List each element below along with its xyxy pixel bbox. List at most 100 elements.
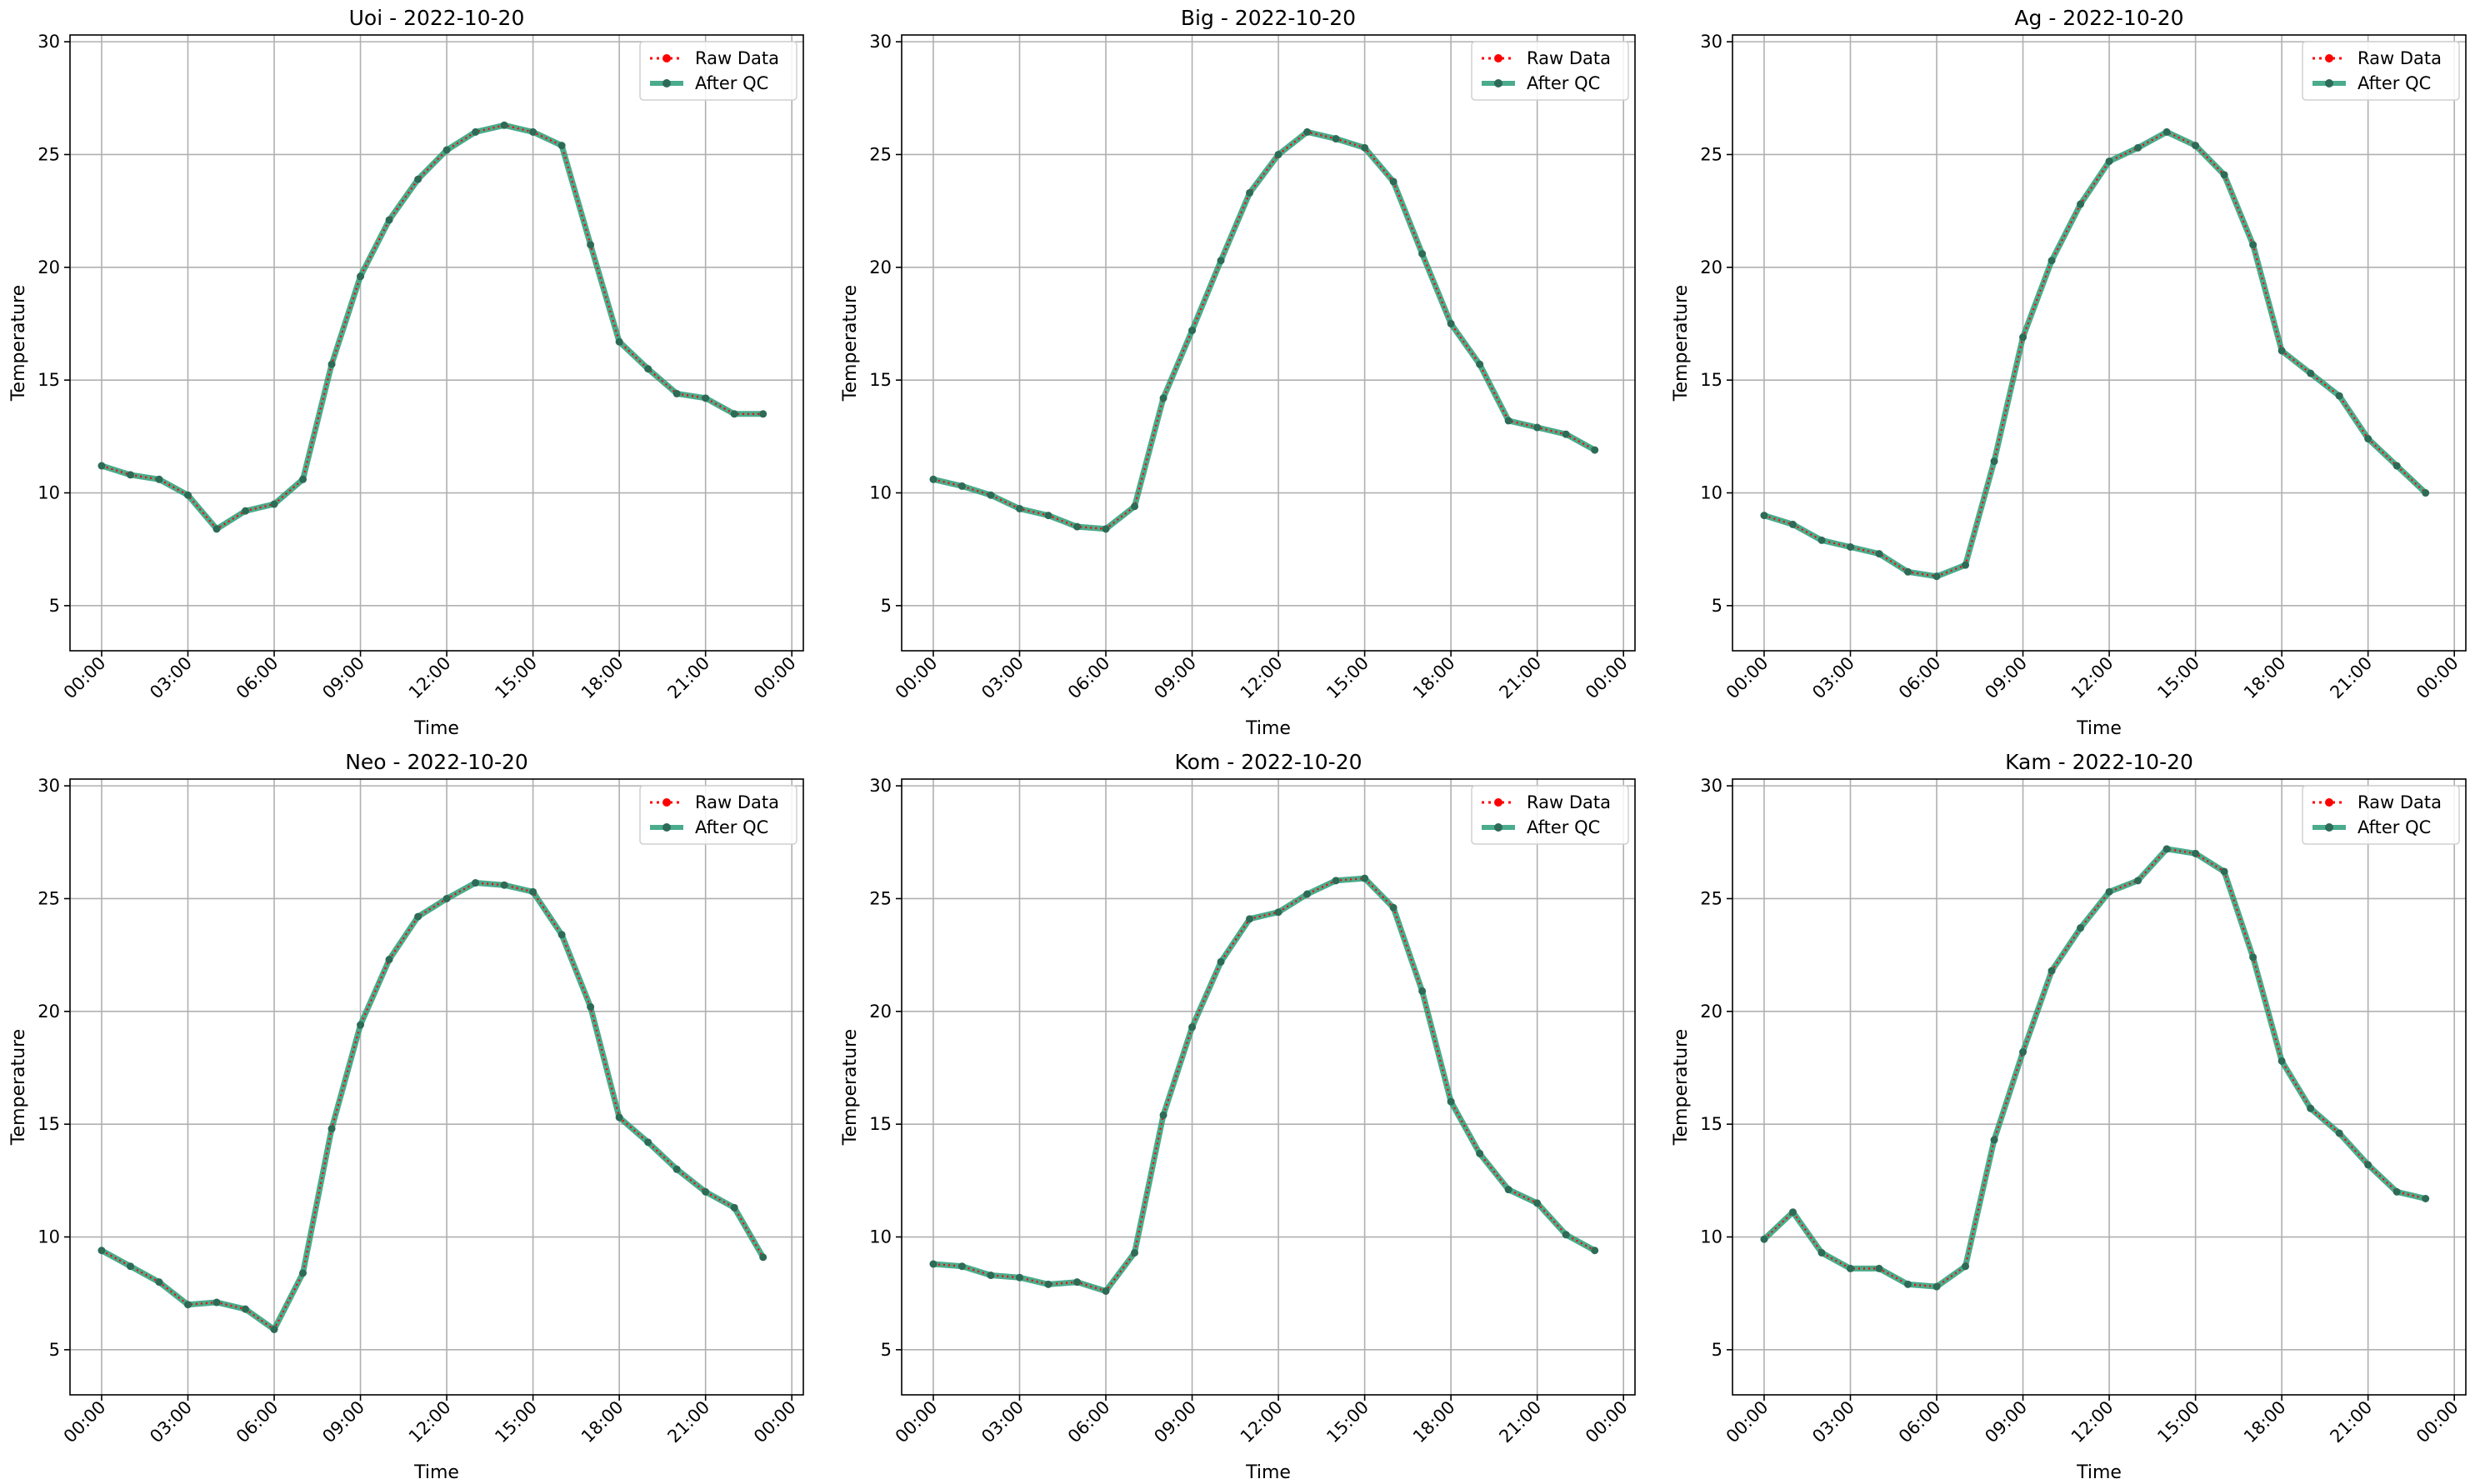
y-tick-label: 30 <box>38 776 60 796</box>
y-axis-label: Temperature <box>8 285 29 402</box>
data-point <box>2019 1048 2028 1057</box>
data-point <box>1217 957 1225 966</box>
x-tick-label: 06:00 <box>1895 1397 1945 1447</box>
data-point <box>1361 874 1369 882</box>
x-tick-label: 18:00 <box>2240 1397 2290 1447</box>
data-point <box>442 894 451 902</box>
data-point <box>2162 127 2171 136</box>
data-point <box>385 216 393 224</box>
y-tick-label: 10 <box>869 483 892 503</box>
x-tick-label: 00:00 <box>750 653 800 703</box>
x-tick-label: 00:00 <box>892 1397 942 1447</box>
plot-frame <box>69 778 804 1396</box>
x-tick-label: 21:00 <box>1495 1397 1545 1447</box>
legend-qc-label: After QC <box>2358 817 2431 837</box>
data-point <box>1476 360 1484 368</box>
x-tick-label: 03:00 <box>978 1397 1028 1447</box>
x-axis-label: Time <box>413 1462 459 1483</box>
data-point <box>1073 522 1082 531</box>
plot-frame <box>1732 778 2467 1396</box>
data-point <box>1073 1278 1082 1287</box>
legend-qc-label: After QC <box>695 73 768 93</box>
data-point <box>2048 967 2056 975</box>
x-tick-label: 00:00 <box>2412 1397 2462 1447</box>
data-point <box>2077 200 2085 208</box>
x-tick-label: 12:00 <box>405 1397 455 1447</box>
data-point <box>615 1113 623 1122</box>
legend-raw-marker <box>662 798 671 807</box>
data-point <box>328 1125 336 1133</box>
legend-raw-marker <box>1494 54 1502 62</box>
x-tick-label: 21:00 <box>1495 653 1545 703</box>
raw-data-line <box>101 882 764 1332</box>
y-tick-label: 15 <box>1700 370 1722 390</box>
y-tick-label: 30 <box>869 32 892 52</box>
legend-raw-marker <box>2325 54 2333 62</box>
x-tick-label: 00:00 <box>60 1397 110 1447</box>
x-tick-label: 12:00 <box>1237 653 1287 703</box>
y-tick-label: 10 <box>1700 1227 1722 1247</box>
data-point <box>730 1203 738 1212</box>
data-point <box>1188 327 1197 335</box>
chart-panel-1: 00:00 03:00 06:00 09:00 12:00 15:00 18:00 21:00… <box>840 6 1636 739</box>
y-tick-label: 5 <box>881 596 892 616</box>
data-point <box>1788 520 1797 528</box>
data-point <box>357 1021 365 1029</box>
data-point <box>2335 1129 2343 1137</box>
y-axis-label: Temperature <box>1671 1029 1692 1146</box>
raw-data-line <box>1763 847 2426 1288</box>
y-axis-label: Temperature <box>1671 285 1692 402</box>
x-tick-label: 03:00 <box>1808 1397 1858 1447</box>
data-point <box>2019 333 2028 342</box>
x-tick-label: 12:00 <box>2068 1397 2118 1447</box>
legend-raw-marker <box>2325 798 2333 807</box>
legend-qc-marker <box>662 79 671 87</box>
data-point <box>1447 1097 1455 1106</box>
data-point <box>2105 157 2113 166</box>
y-tick-label: 10 <box>869 1227 892 1247</box>
data-point <box>929 475 938 483</box>
legend-raw-label: Raw Data <box>1527 48 1611 68</box>
y-tick-label: 20 <box>1700 257 1722 277</box>
legend-raw-label: Raw Data <box>695 792 779 812</box>
data-point <box>2278 347 2286 355</box>
x-tick-label: 18:00 <box>1409 653 1459 703</box>
x-tick-label: 18:00 <box>2240 653 2290 703</box>
data-point <box>98 1247 106 1255</box>
data-point <box>615 337 623 346</box>
x-tick-label: 12:00 <box>405 653 455 703</box>
data-point <box>2249 241 2258 249</box>
data-point <box>1846 542 1854 551</box>
plot-frame <box>901 34 1636 652</box>
data-point <box>472 127 480 136</box>
data-point <box>2392 1187 2401 1196</box>
data-point <box>155 1278 163 1287</box>
chart-panel-5: 00:00 03:00 06:00 09:00 12:00 15:00 18:00 21:00… <box>1671 750 2467 1483</box>
legend-raw-label: Raw Data <box>695 48 779 68</box>
data-point <box>500 881 508 889</box>
y-tick-label: 20 <box>869 257 892 277</box>
x-tick-label: 00:00 <box>2412 653 2462 703</box>
plot-frame <box>901 778 1636 1396</box>
data-point <box>1476 1149 1484 1157</box>
legend-qc-marker <box>1494 79 1502 87</box>
legend-qc-marker <box>2325 823 2333 832</box>
data-point <box>2278 1057 2286 1065</box>
data-point <box>2392 462 2401 470</box>
y-tick-label: 30 <box>1700 32 1722 52</box>
x-tick-label: 09:00 <box>1150 1397 1200 1447</box>
data-point <box>1015 1273 1023 1282</box>
data-point <box>270 500 278 508</box>
data-point <box>2249 953 2258 962</box>
legend-raw-label: Raw Data <box>2358 792 2442 812</box>
data-point <box>558 931 566 939</box>
x-tick-label: 18:00 <box>578 1397 628 1447</box>
data-point <box>987 491 995 499</box>
x-tick-label: 09:00 <box>1150 653 1200 703</box>
data-point <box>126 471 134 479</box>
after-qc-line <box>1762 846 2427 1290</box>
legend-qc-label: After QC <box>2358 73 2431 93</box>
y-tick-label: 20 <box>1700 1002 1722 1022</box>
legend-raw-marker <box>662 54 671 62</box>
chart-panel-0: 00:00 03:00 06:00 09:00 12:00 15:00 18:00 21:00… <box>8 6 804 739</box>
